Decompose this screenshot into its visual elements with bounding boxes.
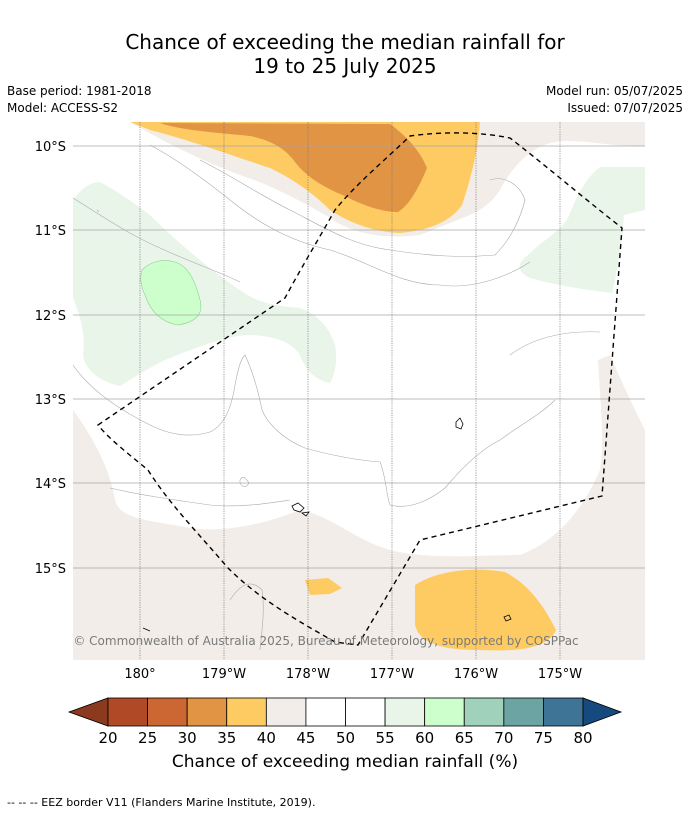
latitude-labels: 10°S 11°S 12°S 13°S 14°S 15°S — [35, 140, 66, 577]
longitude-labels: 180° 179°W 178°W 177°W 176°W 175°W — [124, 667, 582, 682]
colorbar-tick-label: 55 — [376, 729, 395, 747]
colorbar-tick-label: 60 — [415, 729, 434, 747]
green-patch — [140, 260, 202, 326]
colorbar-label: Chance of exceeding median rainfall (%) — [171, 752, 519, 772]
colorbar-band — [463, 697, 505, 727]
issued-date: Issued: 07/07/2025 — [567, 101, 683, 115]
colorbar-tick-label: 50 — [336, 729, 355, 747]
meta-left: Base period: 1981-2018 Model: ACCESS-S2 — [7, 83, 152, 117]
lat-label: 11°S — [35, 224, 66, 239]
model-run: Model run: 05/07/2025 — [545, 84, 683, 98]
base-period: Base period: 1981-2018 — [7, 84, 152, 98]
lat-label: 13°S — [35, 393, 66, 408]
island-south — [503, 614, 512, 622]
colorbar-low-extend — [67, 697, 109, 727]
lon-label: 178°W — [286, 667, 330, 682]
colorbar-tick-label: 70 — [494, 729, 513, 747]
map-area: © Commonwealth of Australia 2025, Bureau… — [73, 122, 645, 660]
colorbar-tick-label: 35 — [217, 729, 236, 747]
colorbar-band — [107, 697, 148, 727]
lon-label: 177°W — [370, 667, 414, 682]
orange-region — [160, 123, 427, 212]
eez-border — [96, 132, 623, 646]
colorbar-band — [384, 697, 426, 727]
colorbar-tick-label: 20 — [98, 729, 117, 747]
map-title: Chance of exceeding the median rainfall … — [0, 30, 690, 78]
gridlines — [73, 122, 645, 660]
colorbar-high-extend — [582, 697, 623, 727]
colorbar-tick-label: 40 — [257, 729, 276, 747]
lat-label: 14°S — [35, 477, 66, 492]
colorbar-tick-label: 45 — [296, 729, 315, 747]
colorbar-tick-label: 30 — [178, 729, 197, 747]
colorbar: 20 25 30 35 40 45 50 55 60 65 70 75 80 — [67, 697, 623, 747]
lat-label: 10°S — [35, 140, 66, 155]
colorbar-band — [226, 697, 267, 727]
colorbar-band — [503, 697, 544, 727]
meta-right: Model run: 05/07/2025 Issued: 07/07/2025 — [546, 83, 683, 117]
title-line-2: 19 to 25 July 2025 — [253, 54, 437, 78]
title-line-1: Chance of exceeding the median rainfall … — [125, 30, 565, 54]
colorbar-band — [345, 697, 386, 727]
lon-label: 176°W — [454, 667, 498, 682]
yellow-region-south — [415, 569, 556, 651]
colorbar-tick-label: 65 — [455, 729, 474, 747]
island-west — [291, 502, 305, 513]
lon-label: 180° — [124, 667, 155, 682]
lat-label: 15°S — [35, 562, 66, 577]
colorbar-band — [305, 697, 346, 727]
colorbar-band — [147, 697, 188, 727]
colorbar-band — [424, 697, 465, 727]
islands — [142, 417, 512, 632]
contour-lines — [73, 144, 601, 651]
lat-label: 12°S — [35, 309, 66, 324]
yellow-patch-small — [305, 578, 342, 595]
copyright-text: © Commonwealth of Australia 2025, Bureau… — [73, 634, 578, 648]
model-name: Model: ACCESS-S2 — [7, 101, 119, 115]
lon-label: 179°W — [202, 667, 246, 682]
colorbar-tick-label: 80 — [573, 729, 592, 747]
colorbar-band — [265, 697, 307, 727]
green-region-west — [73, 182, 337, 386]
island-east — [455, 417, 464, 430]
eez-legend: -- -- -- EEZ border V11 (Flanders Marine… — [7, 796, 316, 809]
colorbar-band — [186, 697, 228, 727]
colorbar-band — [543, 697, 584, 727]
lon-label: 175°W — [538, 667, 582, 682]
colorbar-tick-label: 75 — [534, 729, 553, 747]
colorbar-tick-label: 25 — [138, 729, 157, 747]
